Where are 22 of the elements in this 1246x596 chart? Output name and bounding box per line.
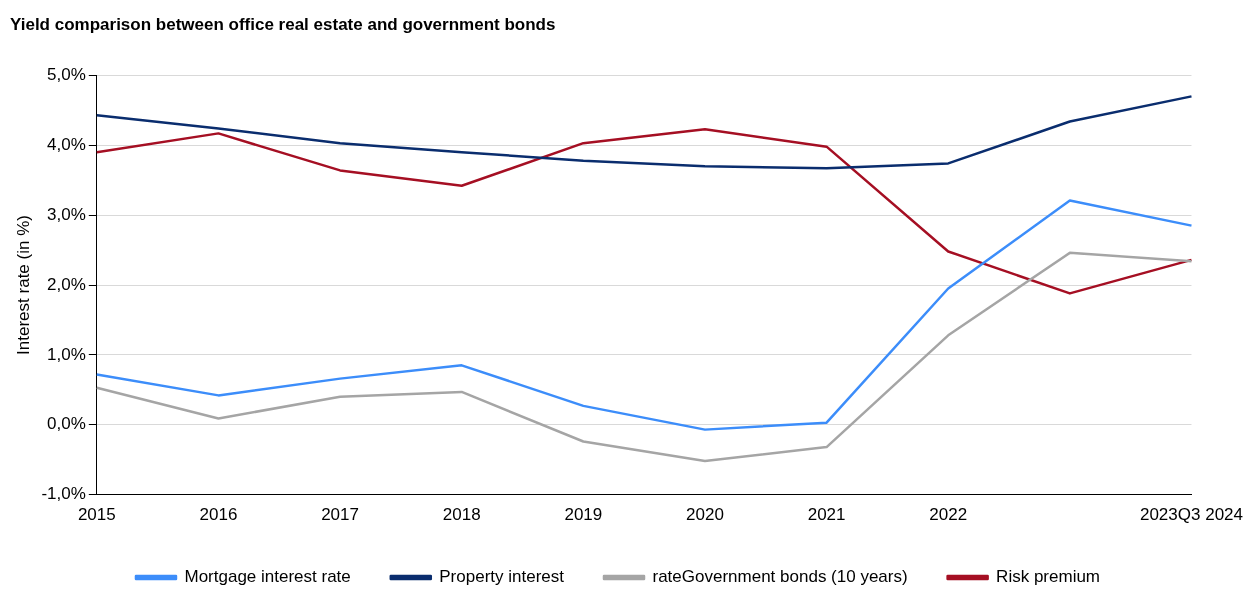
x-tick-label: 2021	[807, 505, 846, 525]
x-tick-label: 2019	[564, 505, 603, 525]
chart-title: Yield comparison between office real estate and government bonds	[10, 14, 556, 34]
legend-label: Property interest	[439, 567, 565, 587]
legend-label: Risk premium	[996, 567, 1101, 587]
y-tick-label: 1,0%	[47, 344, 86, 364]
y-tick-label: 2,0%	[47, 274, 86, 294]
x-tick-label: 2020	[686, 505, 724, 525]
x-tick-label: 2023Q3 2024	[1139, 505, 1243, 525]
x-tick-label: 2016	[199, 505, 238, 525]
y-tick-label: -1,0%	[41, 484, 86, 504]
y-tick-label: 3,0%	[47, 204, 86, 224]
y-tick-label: 4,0%	[47, 134, 86, 154]
x-tick-label: 2015	[77, 505, 116, 525]
x-tick-label: 2017	[321, 505, 359, 525]
legend-label: rateGovernment bonds (10 years)	[652, 567, 908, 587]
x-tick-label: 2022	[929, 505, 968, 525]
legend-label: Mortgage interest rate	[184, 567, 351, 587]
x-tick-label: 2018	[442, 505, 481, 525]
y-axis-title: Interest rate (in %)	[13, 215, 33, 355]
y-tick-label: 0,0%	[47, 414, 86, 434]
y-tick-label: 5,0%	[47, 65, 86, 85]
